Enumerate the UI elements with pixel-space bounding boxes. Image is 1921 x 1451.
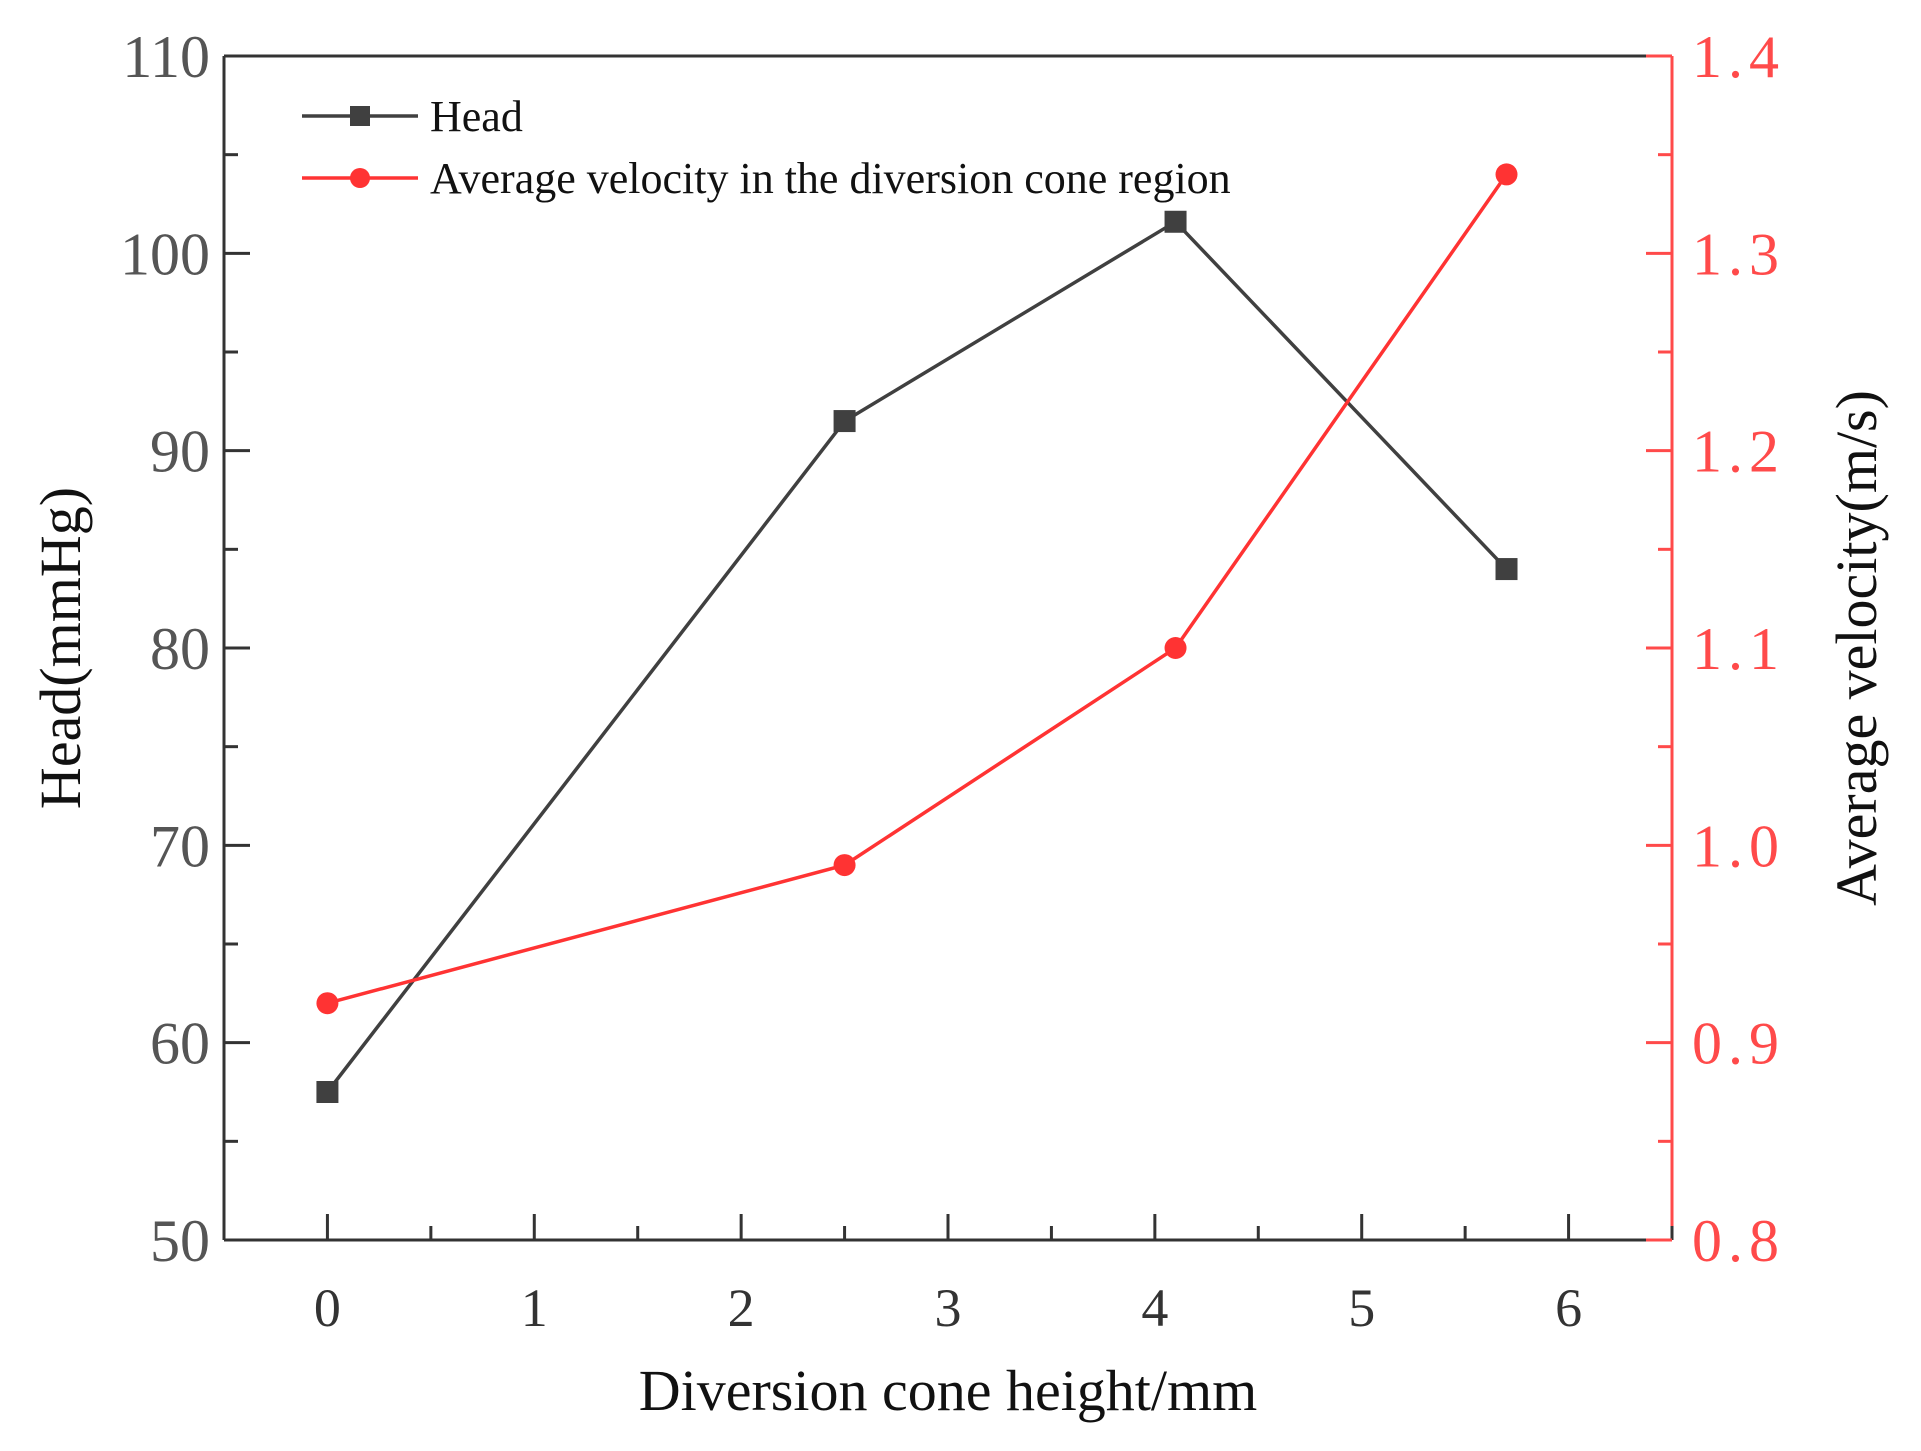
- x-tick-label: 1: [521, 1278, 548, 1338]
- series-line-0: [326, 219, 1508, 1094]
- labels-layer: 0 1 2 3 4 5 6 50 60 70 80 90 100 110 0.8 0.9 1.0 1.1 1.2 1.…: [28, 24, 1889, 1423]
- series-0-point-3: [1495, 558, 1518, 581]
- y-left-tick-label: 50: [150, 1208, 210, 1274]
- y-right-tick-label: 1.2: [1692, 419, 1785, 485]
- y-right-tick-label: 0.8: [1692, 1208, 1785, 1274]
- legend-label-0: Head: [430, 92, 523, 141]
- x-tick-label: 3: [935, 1278, 962, 1338]
- series-line-1: [326, 173, 1508, 1005]
- series-1-point-1: [833, 854, 856, 877]
- legend-label-1: Average velocity in the diversion cone r…: [430, 154, 1231, 203]
- y-right-tick-label: 1.4: [1692, 24, 1785, 90]
- x-tick-label: 4: [1141, 1278, 1168, 1338]
- y-left-tick-label: 60: [150, 1011, 210, 1077]
- y-right-tick-label: 1.1: [1692, 616, 1785, 682]
- series-1-point-2: [1164, 637, 1187, 659]
- x-tick-label: 2: [728, 1278, 755, 1338]
- series-layer: [316, 163, 1518, 1103]
- y-right-tick-label: 1.0: [1692, 813, 1785, 879]
- axes: [222, 54, 1674, 1242]
- y-left-tick-label: 70: [150, 813, 210, 879]
- y-left-tick-label: 100: [120, 221, 210, 287]
- x-tick-label: 0: [314, 1278, 341, 1338]
- y-left-axis-title: Head(mmHg): [28, 487, 93, 809]
- series-1-point-3: [1495, 163, 1518, 186]
- y-right-axis-title: Average velocity(m/s): [1824, 390, 1889, 906]
- series-1-point-0: [316, 992, 339, 1015]
- legend-marker-1: [350, 168, 370, 188]
- legend-marker-0: [350, 106, 370, 126]
- legend: Head Average velocity in the diversion co…: [302, 92, 1231, 203]
- y-left-tick-label: 90: [150, 419, 210, 485]
- x-tick-label: 6: [1555, 1278, 1582, 1338]
- series-0-point-0: [316, 1081, 339, 1103]
- x-axis-title: Diversion cone height/mm: [639, 1358, 1258, 1423]
- series-0-point-1: [833, 410, 856, 433]
- x-tick-label: 5: [1348, 1278, 1375, 1338]
- series-0-point-2: [1164, 210, 1187, 233]
- y-right-tick-label: 0.9: [1692, 1011, 1785, 1077]
- y-left-tick-label: 110: [122, 24, 210, 90]
- y-right-tick-label: 1.3: [1692, 221, 1785, 287]
- y-left-tick-label: 80: [150, 616, 210, 682]
